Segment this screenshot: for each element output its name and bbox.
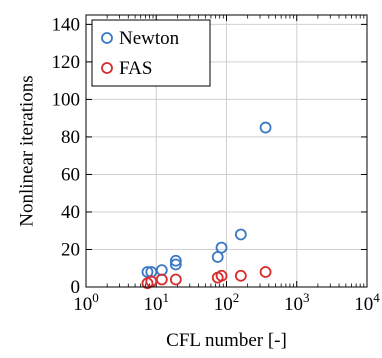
x-tick-label: 100 — [73, 290, 99, 315]
x-tick-label: 102 — [214, 290, 240, 315]
x-axis-label: CFL number [-] — [166, 330, 287, 351]
data-point-fas — [169, 273, 182, 286]
y-tick-label: 60 — [61, 164, 80, 185]
y-axis-label: Nonlinear iterations — [16, 75, 37, 226]
data-point-newton — [169, 254, 182, 267]
series-fas — [141, 266, 272, 290]
tick-layer: 100 101 102 103 104 0 20 40 60 80 100 120 140 — [52, 14, 381, 315]
y-tick-label: 100 — [52, 89, 81, 110]
series-newton — [141, 121, 272, 278]
x-tick-label: 103 — [284, 290, 310, 315]
y-tick-label: 0 — [71, 277, 81, 298]
y-tick-label: 140 — [52, 14, 81, 35]
x-tick-label: 101 — [144, 290, 170, 315]
data-point-newton — [259, 121, 272, 134]
y-tick-label: 80 — [61, 127, 80, 148]
legend-label-newton: Newton — [119, 28, 180, 49]
points-layer — [141, 121, 272, 290]
data-point-fas — [234, 269, 247, 282]
legend-box — [91, 19, 211, 87]
data-point-fas — [259, 266, 272, 278]
data-point-newton — [215, 241, 228, 254]
data-point-newton — [234, 228, 247, 241]
y-tick-label: 120 — [52, 52, 81, 73]
y-tick-label: 40 — [61, 202, 80, 223]
grid-layer — [86, 15, 367, 287]
x-tick-label: 104 — [354, 290, 380, 315]
plot-frame — [85, 14, 368, 288]
data-point-fas — [215, 269, 228, 282]
y-tick-label: 20 — [61, 239, 80, 260]
legend-marker-newton — [101, 32, 113, 44]
legend-label-fas: FAS — [119, 58, 152, 79]
legend-marker-fas — [101, 62, 113, 74]
legend: Newton FAS — [91, 19, 211, 87]
data-point-fas — [155, 273, 168, 286]
data-point-newton — [169, 258, 182, 271]
